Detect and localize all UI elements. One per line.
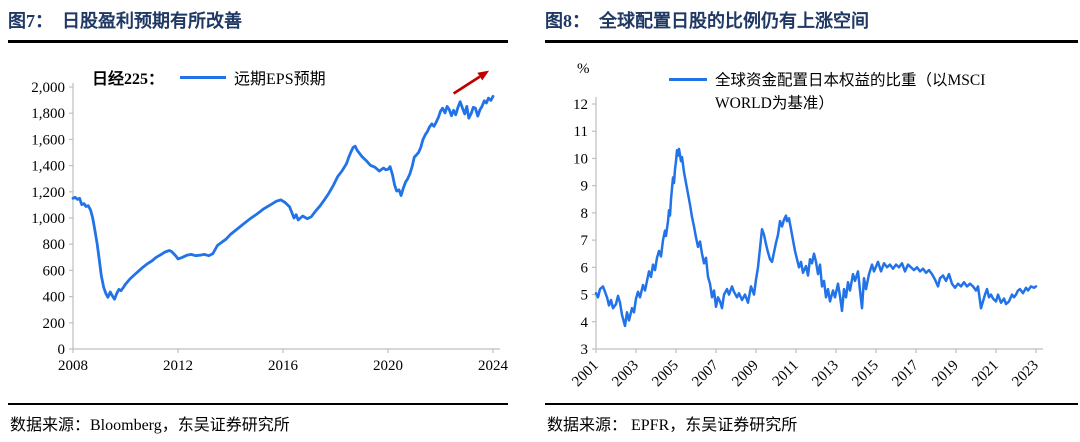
x-tick-label: 2001 [569,358,602,391]
figure7-panel: 图7： 日股盈利预期有所改善 0 200 400 600 800 1,000 1,200 1,4… [8,0,508,442]
y-tick-label: 600 [43,263,66,279]
y-tick-label: 200 [43,316,66,332]
series-line [594,147,1038,328]
figure8-title-text: 全球配置日股的比例仍有上涨空间 [599,11,869,31]
trend-arrow [452,75,481,95]
x-tick-label: 2016 [268,358,299,374]
figure8-chart: 3 4 5 6 7 8 9 10 11 12 2001 2003 2005 2007 2009 2011 201… [545,43,1078,399]
y-tick-label: 400 [43,290,66,306]
blue-line-swatch [669,78,707,81]
figure8-legend: 全球资金配置日本权益的比重（以MSCI WORLD为基准） [669,69,985,115]
figure7-title-text: 日股盈利预期有所改善 [62,11,242,31]
y-tick-label: 10 [573,151,588,167]
figure7-legend-prefix: 日经225： [92,71,165,88]
x-tick-label: 2007 [689,357,722,390]
trend-arrow-head [477,70,490,81]
y-tick-label: 1,000 [31,211,65,227]
x-tick-label: 2008 [58,358,88,374]
x-tick-label: 2021 [969,358,1002,391]
figure7-title: 图7： 日股盈利预期有所改善 [8,0,508,40]
x-tick-label: 2009 [729,358,762,391]
figure7-legend-label: 远期EPS预期 [234,71,326,88]
figure7-tag: 图7： [8,11,53,31]
figure7-source-rule [8,403,508,405]
figure7-chart: 0 200 400 600 800 1,000 1,200 1,400 1,600 1,800 2,… [8,43,508,399]
series-line [71,95,495,301]
figure8-legend-label: 全球资金配置日本权益的比重（以MSCI WORLD为基准） [715,69,985,115]
y-tick-label: 2,000 [31,80,65,96]
y-tick-label: 1,200 [31,185,65,201]
y-tick-label: 12 [573,97,588,113]
x-tick-label: 2012 [163,358,193,374]
y-tick-label: 7 [581,233,589,249]
y-tick-label: 0 [58,342,66,358]
x-tick-label: 2024 [478,358,508,374]
figure8-tag: 图8： [545,11,590,31]
y-tick-label: 800 [43,237,66,253]
figure8-title-rule [545,40,1078,43]
figure8-panel: 图8： 全球配置日股的比例仍有上涨空间 3 4 5 6 7 8 9 10 11 12 2001 2003… [545,0,1078,442]
nikkei-eps-line-chart: 0 200 400 600 800 1,000 1,200 1,400 1,600 1,800 2,… [31,70,508,374]
x-tick-label: 2015 [849,358,882,391]
y-tick-label: 6 [581,260,589,276]
figure8-title: 图8： 全球配置日股的比例仍有上涨空间 [545,0,1078,40]
x-tick-label: 2017 [889,357,922,390]
x-tick-label: 2011 [770,358,802,390]
figure8-source-rule [545,403,1078,405]
figure8-legend-line2: WORLD为基准） [715,95,834,112]
figure7-legend: 日经225： 远期EPS预期 [92,65,326,89]
figure7-source: 数据来源：Bloomberg，东吴证券研究所 [10,417,290,434]
y-tick-label: 4 [581,315,589,331]
x-tick-label: 2013 [809,358,842,391]
y-tick-label: 1,600 [31,132,65,148]
y-tick-label: 11 [574,124,588,140]
y-tick-label: 3 [581,342,589,358]
x-tick-label: 2019 [929,358,962,391]
x-tick-label: 2005 [649,358,682,391]
x-tick-label: 2003 [609,358,642,391]
y-tick-label: 8 [581,206,589,222]
y-tick-label: 9 [581,179,589,195]
y-tick-label: 1,800 [31,106,65,122]
x-tick-label: 2020 [373,358,403,374]
x-tick-label: 2023 [1009,358,1042,391]
blue-line-swatch [180,75,227,79]
figure8-source: 数据来源： EPFR，东吴证券研究所 [547,417,798,434]
percent-axis-unit: % [577,61,590,77]
figure7-title-rule [8,40,508,43]
figure8-legend-line1: 全球资金配置日本权益的比重（以MSCI [715,72,986,89]
y-tick-label: 5 [581,288,589,304]
y-tick-label: 1,400 [31,159,65,175]
